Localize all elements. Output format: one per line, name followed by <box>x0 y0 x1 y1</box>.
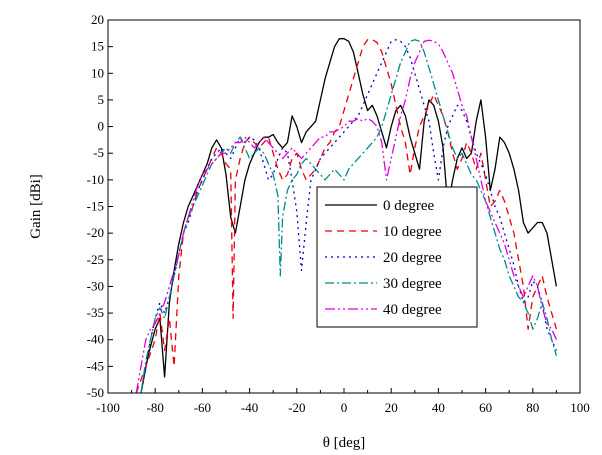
legend-item: 30 degree <box>325 276 442 292</box>
y-tick-label: 5 <box>98 92 105 107</box>
x-tick-label: 60 <box>479 400 492 415</box>
y-tick-label: -15 <box>87 199 104 214</box>
x-tick-label: -80 <box>147 400 164 415</box>
legend-label: 0 degree <box>383 198 435 214</box>
y-tick-label: -10 <box>87 172 104 187</box>
y-tick-label: -20 <box>87 225 104 240</box>
x-tick-label: -100 <box>96 400 120 415</box>
series-line-10-degree <box>135 39 558 394</box>
x-tick-label: -60 <box>194 400 211 415</box>
y-tick-label: -25 <box>87 252 104 267</box>
legend-item: 40 degree <box>325 302 442 318</box>
y-tick-label: -35 <box>87 305 104 320</box>
y-axis-label: Gain [dBi] <box>28 174 44 239</box>
series-layer <box>135 38 558 394</box>
tick-layer: -100 -80 -60 -40 -20 0 20 40 60 80 100-50-45-40-35… <box>87 12 590 415</box>
x-tick-label: -40 <box>241 400 258 415</box>
y-tick-label: -45 <box>87 358 104 373</box>
x-axis-label: θ [deg] <box>323 435 366 451</box>
x-tick-label: -20 <box>288 400 305 415</box>
legend-label: 30 degree <box>383 276 442 292</box>
legend-item: 0 degree <box>325 198 435 214</box>
legend-label: 20 degree <box>383 250 442 266</box>
legend-item: 20 degree <box>325 250 442 266</box>
x-tick-label: 0 <box>341 400 348 415</box>
legend-item: 10 degree <box>325 224 442 240</box>
legend: 0 degree 10 degree 20 degree 30 degree 40 de… <box>316 186 478 328</box>
plot-frame <box>107 19 581 394</box>
y-tick-label: -5 <box>93 145 104 160</box>
y-tick-label: 20 <box>91 12 104 27</box>
x-tick-label: 40 <box>432 400 445 415</box>
y-tick-label: 10 <box>91 65 104 80</box>
y-tick-label: -50 <box>87 385 104 400</box>
series-line-40-degree <box>135 39 557 394</box>
y-tick-label: 0 <box>98 119 105 134</box>
y-tick-label: -30 <box>87 278 104 293</box>
x-tick-label: 80 <box>526 400 539 415</box>
legend-label: 40 degree <box>383 302 442 318</box>
x-tick-label: 100 <box>570 400 590 415</box>
y-tick-label: 15 <box>91 39 104 54</box>
series-line-0-degree <box>140 38 558 394</box>
legend-label: 10 degree <box>383 224 442 240</box>
x-tick-label: 20 <box>385 400 398 415</box>
y-tick-label: -40 <box>87 332 104 347</box>
